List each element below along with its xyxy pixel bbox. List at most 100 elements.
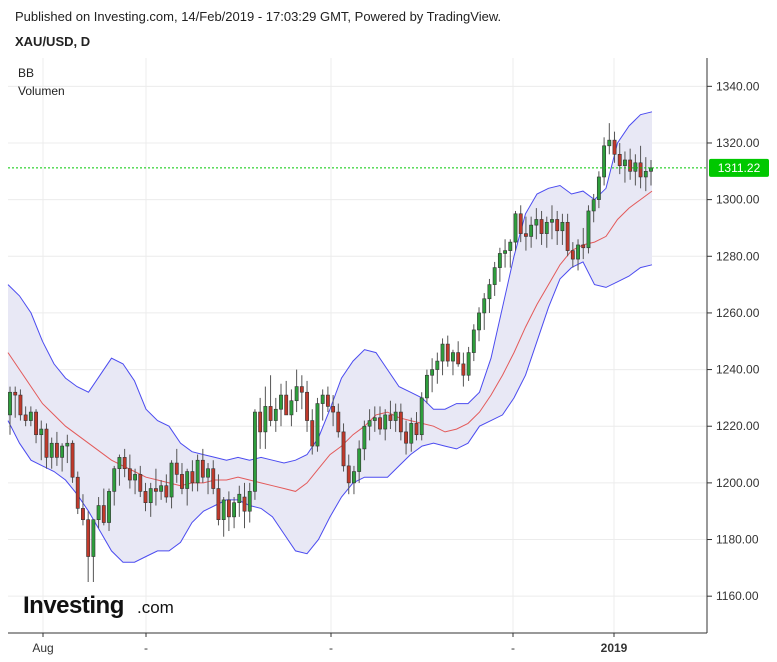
candle-up: [471, 329, 476, 353]
candle-up: [91, 519, 96, 557]
y-tick-label: 1340.00: [716, 79, 760, 93]
candle-up: [393, 411, 398, 421]
candle-up: [107, 491, 111, 523]
lower-band-line: [7, 261, 653, 563]
candle-down: [518, 213, 523, 234]
x-tick-label: 2019: [601, 641, 628, 655]
candle-up: [117, 457, 122, 470]
candle-down: [378, 417, 382, 430]
candle-up: [159, 485, 164, 492]
candle-up: [221, 499, 226, 520]
candle-up: [49, 442, 54, 458]
candle-down: [388, 414, 393, 421]
candle-up: [503, 250, 507, 254]
y-tick-label: 1220.00: [716, 419, 760, 433]
candle-down: [101, 505, 106, 523]
candle-down: [310, 420, 315, 447]
x-tick-label: -: [329, 641, 333, 655]
candle-up: [508, 241, 513, 251]
candle-up: [362, 425, 367, 450]
candle-up: [492, 267, 497, 285]
candle-up: [586, 210, 591, 249]
candle-up: [419, 397, 424, 436]
y-tick-label: 1300.00: [716, 193, 760, 207]
upper-band-line: [7, 111, 653, 464]
candle-up: [112, 468, 117, 492]
candle-down: [258, 411, 263, 433]
candle-down: [398, 411, 403, 433]
candle-up: [487, 284, 492, 300]
candle-up: [60, 445, 65, 458]
candle-up: [273, 408, 278, 421]
candle-up: [148, 488, 153, 504]
candle-down: [44, 428, 49, 458]
candle-up: [195, 459, 200, 484]
candle-up: [643, 171, 648, 178]
candle-down: [341, 431, 346, 467]
investing-logo: Investing .com: [23, 592, 174, 619]
candle-up: [550, 219, 554, 223]
candle-down: [456, 352, 461, 365]
logo-main-text: Investing: [23, 592, 124, 619]
candle-down: [13, 391, 18, 396]
candle-down: [404, 431, 408, 444]
candle-up: [596, 176, 601, 200]
candle-up: [424, 374, 429, 399]
logo-suffix-text: .com: [137, 598, 174, 617]
bollinger-band: [7, 111, 653, 563]
band-fill: [8, 111, 652, 563]
candle-up: [237, 493, 242, 504]
candle-down: [331, 406, 336, 413]
candle-up: [315, 403, 320, 447]
candle-down: [18, 394, 23, 416]
candle-up: [482, 298, 487, 314]
candle-up: [39, 428, 44, 436]
candle-down: [70, 442, 75, 478]
candle-up: [602, 145, 607, 178]
candle-down: [138, 474, 143, 492]
y-tick-label: 1160.00: [716, 589, 759, 603]
candle-up: [96, 505, 101, 520]
y-tick-label: 1200.00: [716, 476, 760, 490]
candle-down: [216, 488, 221, 520]
candle-up: [206, 468, 210, 478]
candle-up: [367, 420, 372, 427]
candle-up: [232, 502, 237, 518]
candle-up: [649, 167, 653, 172]
candle-down: [638, 162, 643, 178]
candle-up: [560, 221, 565, 232]
candle-up: [623, 159, 627, 166]
last-price-line: 1311.22: [8, 158, 769, 177]
last-price-badge: [709, 158, 769, 177]
candle-up: [435, 360, 440, 370]
candle-up: [169, 462, 174, 498]
candle-down: [628, 159, 633, 172]
axes: 1160.00 1180.00 1200.00 1220.00 1240.00 1260.…: [8, 58, 760, 655]
candle-up: [372, 417, 377, 421]
y-tick-label: 1260.00: [716, 306, 760, 320]
candle-down: [226, 499, 231, 518]
candle-up: [8, 391, 12, 416]
candle-up: [497, 253, 502, 268]
candle-down: [445, 343, 450, 362]
candles: [8, 123, 653, 583]
candle-down: [174, 462, 179, 475]
candle-up: [607, 139, 612, 147]
candle-up: [320, 394, 325, 404]
candle-down: [34, 411, 38, 436]
candle-up: [430, 369, 435, 376]
candle-down: [305, 391, 309, 421]
candle-up: [477, 312, 481, 331]
last-price-label: 1311.22: [718, 161, 761, 175]
candle-up: [466, 352, 471, 376]
x-tick-label: -: [144, 641, 148, 655]
candle-up: [289, 400, 294, 416]
candle-up: [383, 414, 388, 430]
candle-up: [633, 162, 638, 172]
candle-down: [54, 442, 59, 458]
candle-up: [529, 224, 534, 237]
candle-down: [180, 474, 184, 489]
candle-down: [268, 406, 273, 421]
candle-up: [544, 221, 549, 234]
